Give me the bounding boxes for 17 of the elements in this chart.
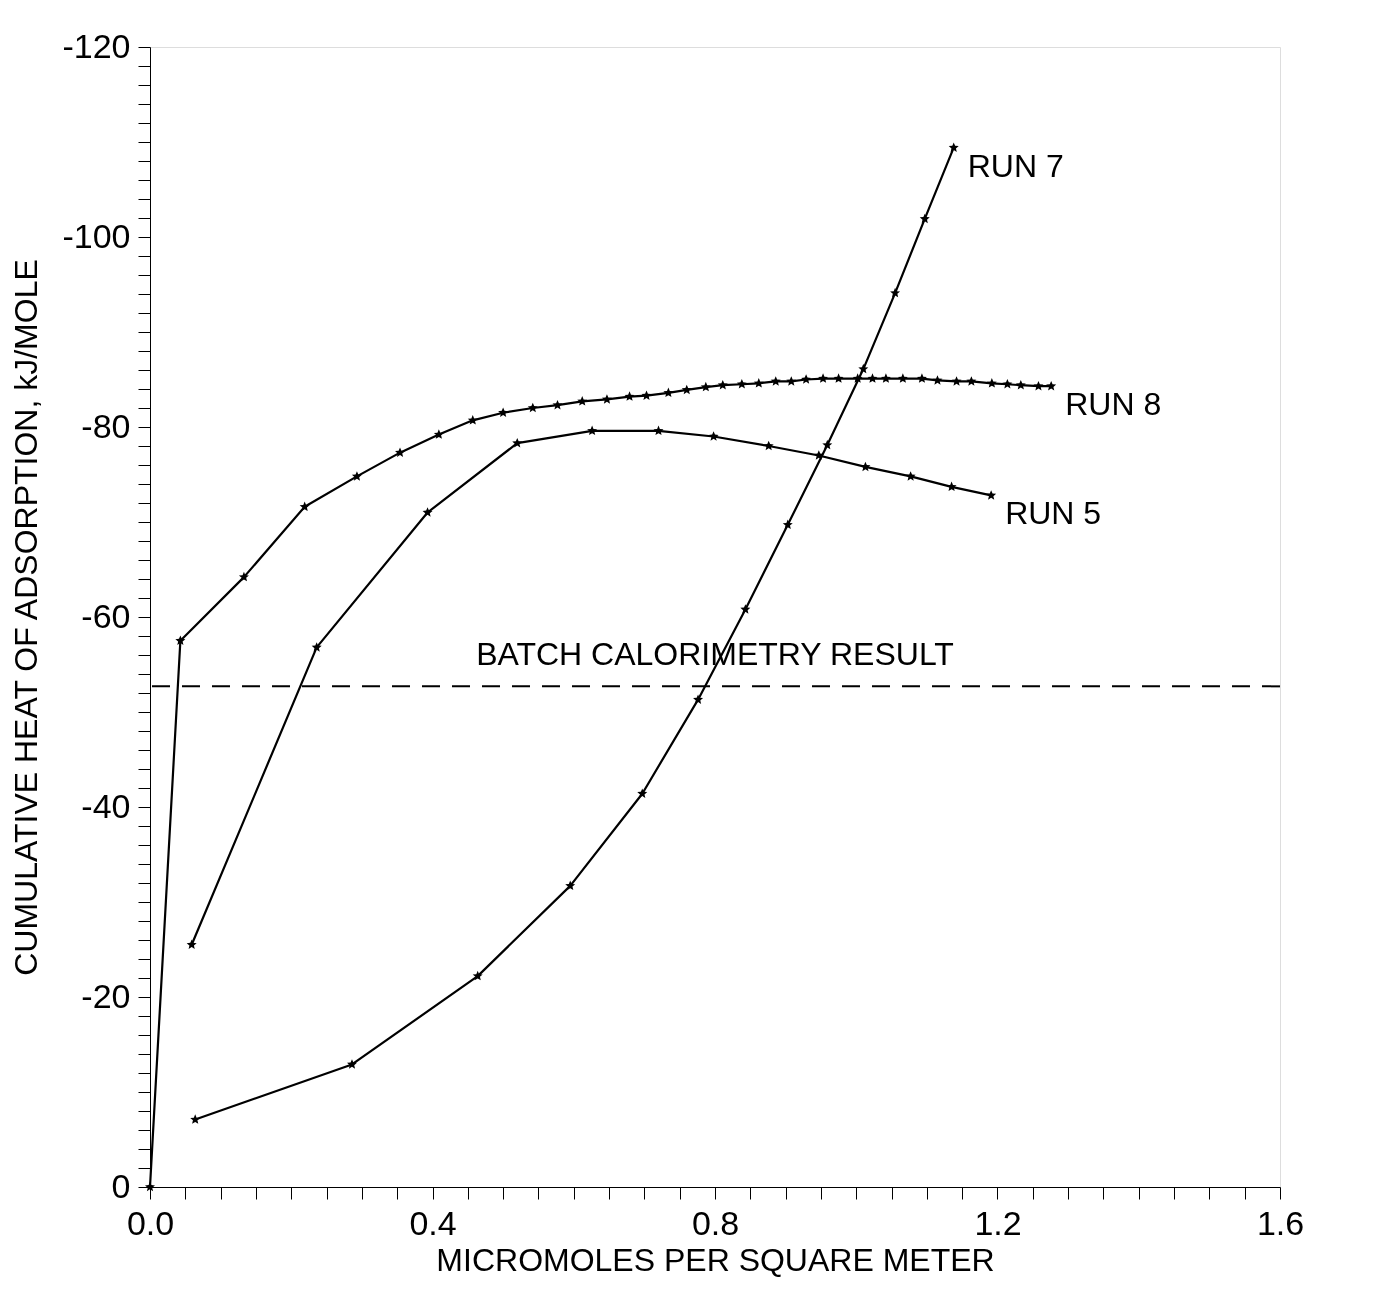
series-label: RUN 7: [967, 147, 1064, 184]
y-tick-label: -60: [81, 596, 131, 635]
series-label: RUN 5: [1005, 495, 1102, 532]
x-tick-label: 0.4: [409, 1203, 457, 1242]
y-tick-label: -20: [81, 976, 131, 1015]
x-tick-label: 1.2: [974, 1203, 1022, 1242]
x-axis-title: MICROMOLES PER SQUARE METER: [436, 1241, 995, 1278]
x-tick-label: 1.6: [1256, 1203, 1305, 1242]
y-tick-label: 0: [111, 1166, 131, 1205]
y-tick-label: -120: [62, 26, 131, 65]
x-tick-label: 0.0: [126, 1203, 175, 1242]
y-tick-label: -80: [81, 406, 131, 445]
y-axis-title: CUMULATIVE HEAT OF ADSORPTION, kJ/MOLE: [8, 259, 45, 976]
series-label: RUN 8: [1065, 386, 1162, 423]
y-tick-label: -40: [81, 786, 131, 825]
y-tick-label: -100: [62, 216, 131, 255]
x-tick-label: 0.8: [691, 1203, 740, 1242]
